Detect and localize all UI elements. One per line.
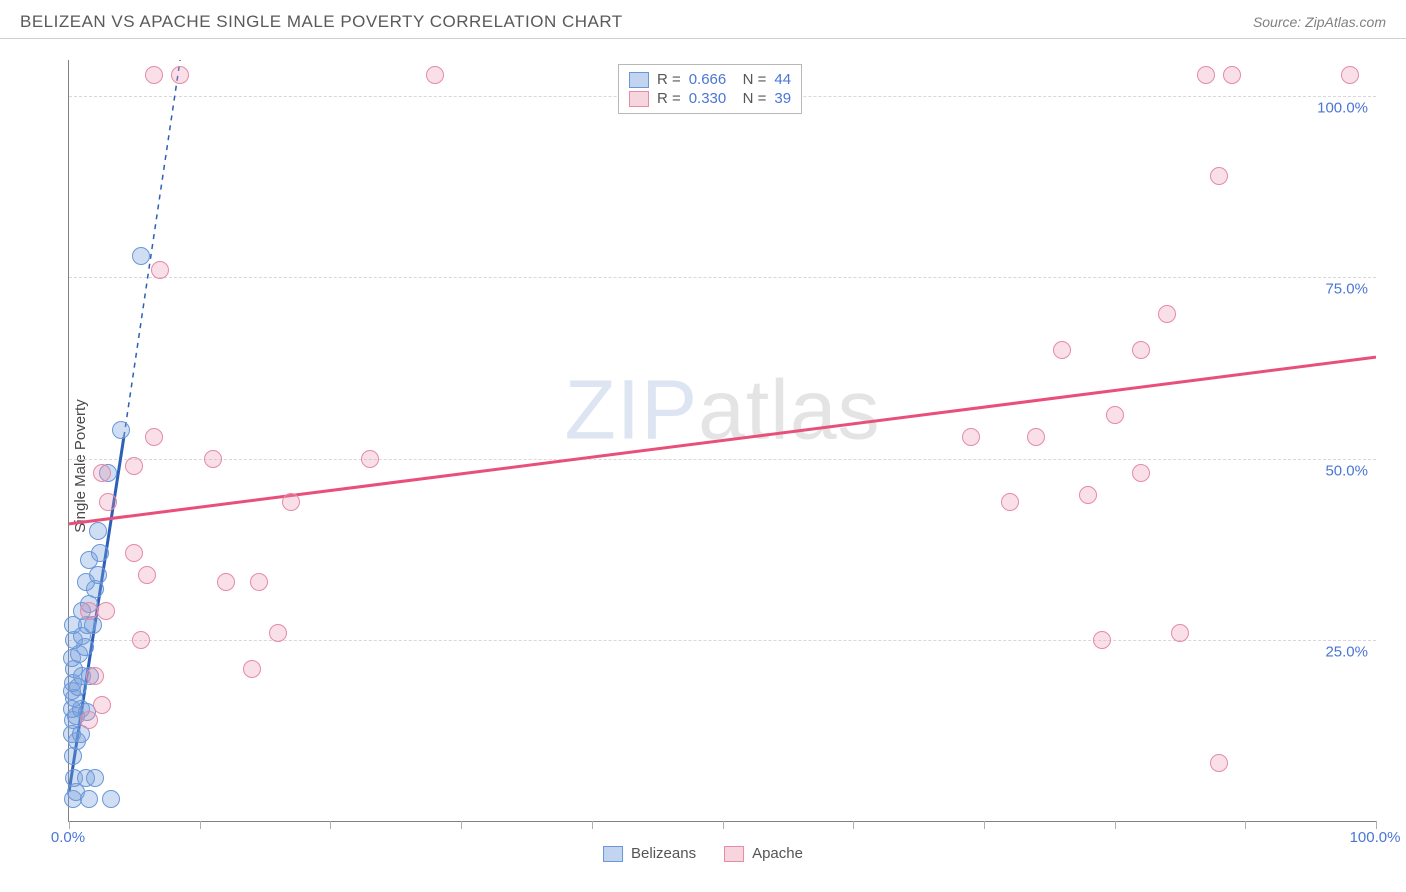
- stats-legend-row: R = 0.666 N = 44: [629, 70, 791, 89]
- data-point: [204, 450, 222, 468]
- plot-area: ZIPatlas R = 0.666 N = 44 R = 0.330 N = …: [68, 60, 1376, 822]
- data-point: [132, 247, 150, 265]
- data-point: [1171, 624, 1189, 642]
- x-tick: [723, 821, 724, 829]
- data-point: [1158, 305, 1176, 323]
- data-point: [80, 602, 98, 620]
- data-point: [1197, 66, 1215, 84]
- data-point: [145, 428, 163, 446]
- legend-item: Apache: [724, 845, 803, 862]
- n-value: 44: [774, 71, 791, 88]
- stats-legend: R = 0.666 N = 44 R = 0.330 N = 39: [618, 64, 802, 114]
- data-point: [125, 544, 143, 562]
- legend-label: Apache: [752, 845, 803, 862]
- x-tick: [592, 821, 593, 829]
- y-tick-label: 75.0%: [1325, 281, 1368, 298]
- data-point: [97, 602, 115, 620]
- x-tick: [1245, 821, 1246, 829]
- data-point: [86, 769, 104, 787]
- data-point: [80, 711, 98, 729]
- data-point: [89, 522, 107, 540]
- source-attribution: Source: ZipAtlas.com: [1253, 14, 1386, 30]
- data-point: [250, 573, 268, 591]
- data-point: [99, 493, 117, 511]
- y-tick-label: 100.0%: [1317, 100, 1368, 117]
- x-tick: [69, 821, 70, 829]
- gridline: [69, 459, 1376, 460]
- x-tick: [461, 821, 462, 829]
- data-point: [243, 660, 261, 678]
- stat-label: R =: [657, 71, 681, 88]
- data-point: [93, 464, 111, 482]
- stat-label: N =: [734, 90, 766, 107]
- data-point: [1106, 406, 1124, 424]
- watermark: ZIPatlas: [564, 362, 880, 459]
- data-point: [1079, 486, 1097, 504]
- data-point: [138, 566, 156, 584]
- data-point: [125, 457, 143, 475]
- data-point: [112, 421, 130, 439]
- x-tick: [330, 821, 331, 829]
- x-tick: [853, 821, 854, 829]
- data-point: [102, 790, 120, 808]
- data-point: [1132, 341, 1150, 359]
- data-point: [217, 573, 235, 591]
- y-tick-label: 25.0%: [1325, 643, 1368, 660]
- data-point: [426, 66, 444, 84]
- legend-swatch: [629, 91, 649, 107]
- data-point: [282, 493, 300, 511]
- stat-label: R =: [657, 90, 681, 107]
- legend-swatch: [724, 846, 744, 862]
- data-point: [361, 450, 379, 468]
- data-point: [269, 624, 287, 642]
- data-point: [145, 66, 163, 84]
- n-value: 39: [774, 90, 791, 107]
- stats-legend-row: R = 0.330 N = 39: [629, 89, 791, 108]
- data-point: [1093, 631, 1111, 649]
- r-value: 0.330: [689, 90, 727, 107]
- r-value: 0.666: [689, 71, 727, 88]
- chart-title: BELIZEAN VS APACHE SINGLE MALE POVERTY C…: [20, 12, 623, 32]
- chart-container: Single Male Poverty ZIPatlas R = 0.666 N…: [20, 50, 1386, 882]
- data-point: [86, 667, 104, 685]
- legend-swatch: [603, 846, 623, 862]
- data-point: [151, 261, 169, 279]
- data-point: [1210, 754, 1228, 772]
- data-point: [91, 544, 109, 562]
- trend-lines-layer: [69, 60, 1376, 821]
- data-point: [1132, 464, 1150, 482]
- x-tick: [984, 821, 985, 829]
- x-tick-label: 0.0%: [51, 829, 85, 846]
- chart-header: BELIZEAN VS APACHE SINGLE MALE POVERTY C…: [0, 0, 1406, 39]
- data-point: [93, 696, 111, 714]
- legend-swatch: [629, 72, 649, 88]
- legend-item: Belizeans: [603, 845, 696, 862]
- y-tick-label: 50.0%: [1325, 462, 1368, 479]
- data-point: [1223, 66, 1241, 84]
- data-point: [1341, 66, 1359, 84]
- x-tick: [1115, 821, 1116, 829]
- data-point: [962, 428, 980, 446]
- stat-label: N =: [734, 71, 766, 88]
- data-point: [80, 790, 98, 808]
- legend-label: Belizeans: [631, 845, 696, 862]
- data-point: [132, 631, 150, 649]
- data-point: [171, 66, 189, 84]
- data-point: [1027, 428, 1045, 446]
- data-point: [1053, 341, 1071, 359]
- series-legend: Belizeans Apache: [603, 845, 803, 862]
- x-tick: [200, 821, 201, 829]
- data-point: [1210, 167, 1228, 185]
- gridline: [69, 277, 1376, 278]
- data-point: [1001, 493, 1019, 511]
- x-tick: [1376, 821, 1377, 829]
- x-tick-label: 100.0%: [1350, 829, 1401, 846]
